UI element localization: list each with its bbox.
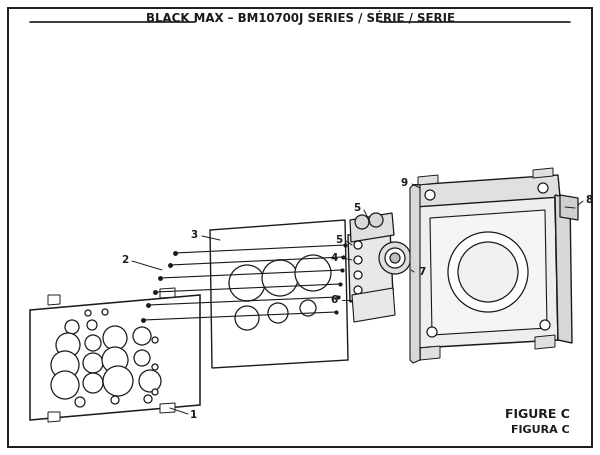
Circle shape — [425, 190, 435, 200]
Circle shape — [75, 397, 85, 407]
Polygon shape — [348, 228, 393, 302]
Polygon shape — [160, 403, 175, 413]
Circle shape — [229, 265, 265, 301]
Circle shape — [133, 327, 151, 345]
Text: 9: 9 — [401, 178, 408, 188]
Circle shape — [235, 306, 259, 330]
Circle shape — [385, 248, 405, 268]
Polygon shape — [350, 213, 394, 242]
Circle shape — [85, 310, 91, 316]
Circle shape — [458, 242, 518, 302]
Text: 4: 4 — [331, 253, 338, 263]
Circle shape — [152, 364, 158, 370]
Circle shape — [354, 271, 362, 279]
Text: 7: 7 — [418, 267, 425, 277]
Circle shape — [152, 389, 158, 395]
Circle shape — [103, 366, 133, 396]
Polygon shape — [535, 335, 555, 349]
Polygon shape — [413, 175, 560, 207]
Polygon shape — [560, 195, 578, 220]
Text: 5: 5 — [335, 235, 342, 245]
Circle shape — [87, 320, 97, 330]
Polygon shape — [430, 210, 547, 335]
Polygon shape — [555, 195, 572, 343]
Text: FIGURA C: FIGURA C — [511, 425, 570, 435]
Polygon shape — [420, 346, 440, 360]
Circle shape — [56, 333, 80, 357]
Polygon shape — [30, 295, 200, 420]
Circle shape — [51, 351, 79, 379]
Polygon shape — [352, 288, 395, 322]
Circle shape — [83, 353, 103, 373]
Text: 1: 1 — [190, 410, 197, 420]
Polygon shape — [210, 220, 348, 368]
Polygon shape — [533, 168, 553, 178]
Circle shape — [354, 256, 362, 264]
Circle shape — [65, 320, 79, 334]
Circle shape — [540, 320, 550, 330]
Polygon shape — [160, 288, 175, 298]
Circle shape — [295, 255, 331, 291]
Circle shape — [144, 395, 152, 403]
Polygon shape — [8, 8, 592, 447]
Circle shape — [262, 260, 298, 296]
Circle shape — [300, 300, 316, 316]
Circle shape — [111, 396, 119, 404]
Circle shape — [369, 213, 383, 227]
Circle shape — [354, 241, 362, 249]
Polygon shape — [415, 195, 558, 348]
Circle shape — [139, 370, 161, 392]
Polygon shape — [48, 412, 60, 422]
Text: BLACK MAX – BM10700J SERIES / SÉRIE / SERIE: BLACK MAX – BM10700J SERIES / SÉRIE / SE… — [146, 11, 455, 25]
Circle shape — [355, 215, 369, 229]
Circle shape — [354, 286, 362, 294]
Text: 8: 8 — [585, 195, 592, 205]
Circle shape — [152, 337, 158, 343]
Circle shape — [103, 326, 127, 350]
Circle shape — [85, 335, 101, 351]
Circle shape — [379, 242, 411, 274]
Circle shape — [102, 309, 108, 315]
Text: 6: 6 — [331, 295, 338, 305]
Polygon shape — [48, 295, 60, 305]
Polygon shape — [418, 175, 438, 185]
Circle shape — [83, 373, 103, 393]
Circle shape — [448, 232, 528, 312]
Circle shape — [427, 327, 437, 337]
Text: FIGURE C: FIGURE C — [505, 409, 570, 421]
Circle shape — [268, 303, 288, 323]
Circle shape — [538, 183, 548, 193]
Text: 3: 3 — [191, 230, 198, 240]
Polygon shape — [410, 185, 420, 363]
Text: 5: 5 — [353, 203, 360, 213]
Text: 2: 2 — [121, 255, 128, 265]
Circle shape — [390, 253, 400, 263]
Circle shape — [134, 350, 150, 366]
Circle shape — [51, 371, 79, 399]
Circle shape — [102, 347, 128, 373]
